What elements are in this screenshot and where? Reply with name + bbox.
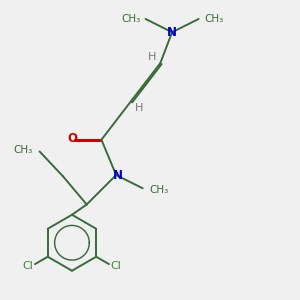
Text: CH₃: CH₃ xyxy=(204,14,223,24)
Text: H: H xyxy=(135,103,143,113)
Text: CH₃: CH₃ xyxy=(14,145,33,155)
Text: CH₃: CH₃ xyxy=(149,185,168,195)
Text: Cl: Cl xyxy=(110,261,121,271)
Text: Cl: Cl xyxy=(23,261,34,271)
Text: N: N xyxy=(112,169,123,182)
Text: N: N xyxy=(167,26,177,39)
Text: CH₃: CH₃ xyxy=(121,14,140,24)
Text: H: H xyxy=(148,52,156,62)
Text: O: O xyxy=(68,132,78,145)
